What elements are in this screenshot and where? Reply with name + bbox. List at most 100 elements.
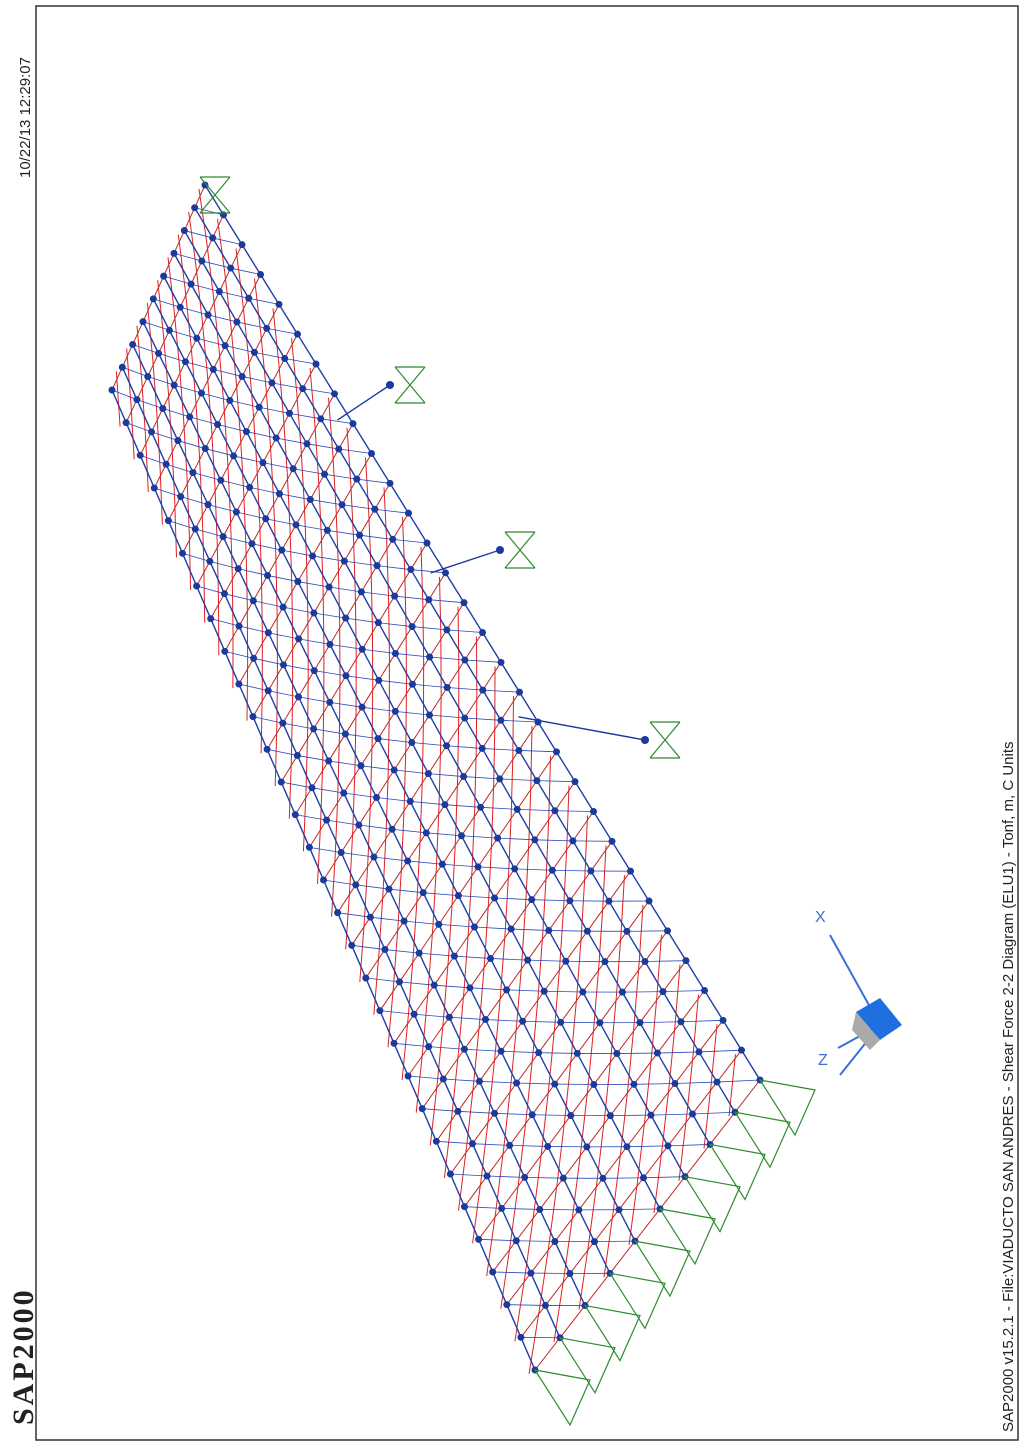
frame-member [627,931,645,961]
frame-member [313,530,328,556]
frame-member [359,798,377,826]
frame-member [439,896,459,925]
shear-diagram [175,501,177,558]
frame-member [143,299,153,322]
joint [405,510,412,517]
joint [306,844,313,851]
frame-member [298,334,317,364]
frame-member [377,770,395,798]
joint [251,349,258,356]
frame-member [498,838,515,869]
frame-member [472,1113,494,1143]
joint [375,619,382,626]
shear-diagram [283,607,314,613]
shear-diagram [619,1209,660,1210]
joint [326,699,333,706]
shear-diagram [268,691,298,697]
frame-member [430,657,448,687]
shear-diagram [323,706,324,765]
joint [160,273,167,280]
frame-member [482,748,500,778]
frame-member [560,1306,585,1338]
shear-diagram [231,326,236,381]
joint [290,465,297,472]
shear-diagram [546,815,549,875]
frame-member [545,1274,570,1306]
frame-member [148,353,159,376]
frame-member [253,717,267,750]
joint [515,747,522,754]
frame-member [555,1053,578,1084]
joint [524,957,531,964]
joint [371,506,378,513]
joint [250,597,257,604]
shear-diagram [273,308,279,362]
frame-member [252,544,268,576]
joint [311,667,318,674]
shear-diagram [184,421,187,477]
joint [239,241,246,248]
frame-member [379,653,396,680]
joint [640,1174,647,1181]
frame-member [314,702,330,729]
shear-diagram [260,523,262,580]
joint [235,681,242,688]
shear-diagram [627,931,668,932]
joint [664,927,671,934]
shear-diagram [221,480,250,487]
frame-member [325,449,339,474]
shear-diagram [263,463,293,469]
shear-diagram [254,352,284,358]
joint [192,525,199,532]
joint [236,623,243,630]
joint [355,822,362,829]
joint [503,1301,510,1308]
joint [613,1050,620,1057]
frame-member [185,362,201,393]
joint [265,629,272,636]
frame-member [507,960,528,990]
joint [343,672,350,679]
joint [326,641,333,648]
frame-member [570,901,588,931]
shear-diagram [183,553,210,561]
frame-member [668,931,687,961]
frame-member [356,885,371,917]
shear-diagram [239,684,268,691]
joint [239,373,246,380]
joint [353,476,360,483]
joint [279,720,286,727]
frame-member [511,900,532,929]
shear-diagram [315,423,319,478]
frame-member [191,284,208,315]
joint [479,687,486,694]
frame-member [483,633,502,663]
frame-member [267,304,279,328]
frame-member [540,1178,564,1209]
shear-diagram [238,569,267,576]
frame-member [439,924,455,956]
frame-member [329,561,344,587]
shear-diagram [369,513,371,569]
frame-member [314,613,330,644]
frame-member [174,231,184,254]
shear-diagram [412,627,447,630]
frame-member [465,660,483,690]
shear-diagram [406,688,407,746]
frame-member [385,950,400,982]
shear-diagram [225,651,254,658]
shear-diagram [293,469,324,474]
joint [575,1206,582,1213]
frame-member [360,509,375,535]
frame-member [412,743,429,774]
frame-member [454,927,474,956]
joint [557,1019,564,1026]
joint [294,331,301,338]
frame-member [377,539,393,565]
frame-member [392,829,408,861]
frame-member [329,761,344,793]
frame-member [393,539,411,569]
frame-member [485,990,506,1020]
shear-diagram [327,820,359,825]
joint [579,989,586,996]
